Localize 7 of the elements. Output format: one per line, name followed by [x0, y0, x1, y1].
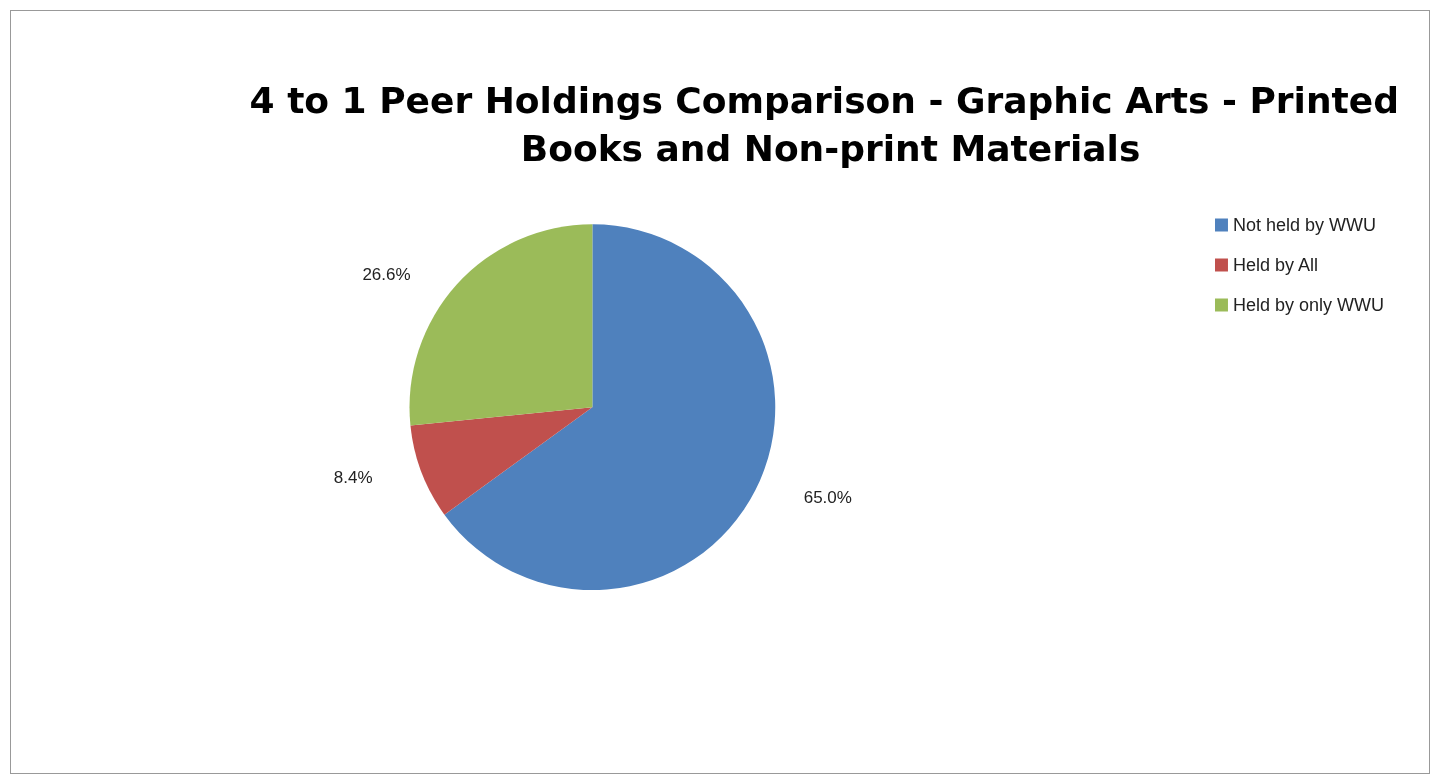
chart-title: 4 to 1 Peer Holdings Comparison - Graphic Arts - Printed Books and Non-print Materials: [249, 79, 1399, 169]
legend-label: Not held by WWU: [1232, 215, 1377, 235]
legend-label: Held by All: [1232, 255, 1319, 275]
data-label: 26.6%: [362, 265, 411, 285]
data-label: 65.0%: [803, 487, 852, 507]
data-label: 8.4%: [333, 468, 373, 488]
legend-label: Held by only WWU: [1232, 295, 1384, 315]
